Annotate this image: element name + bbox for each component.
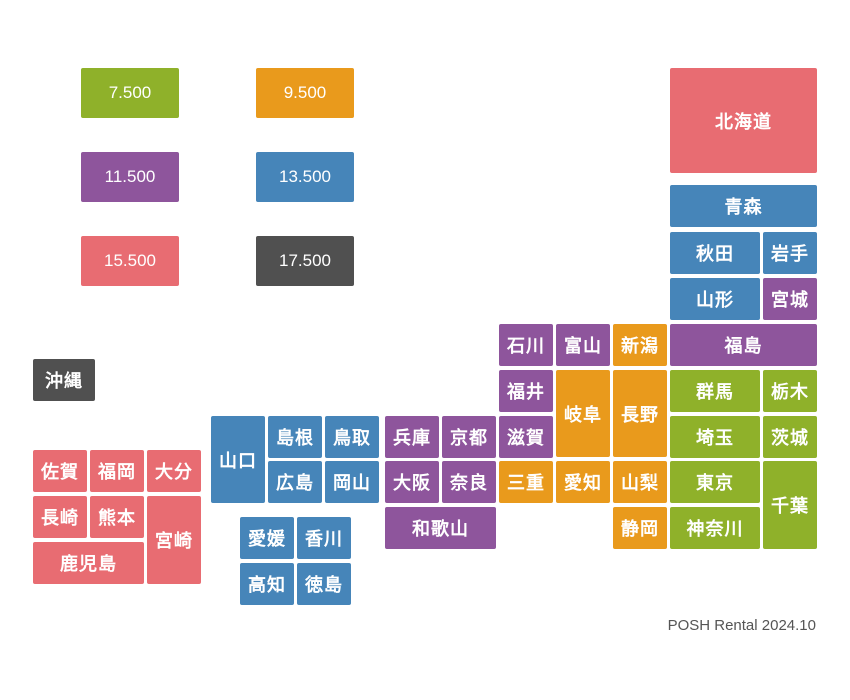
- prefecture-tile-hyogo: 兵庫: [385, 416, 439, 458]
- prefecture-tile-ishikawa: 石川: [499, 324, 553, 366]
- prefecture-tile-kagoshima: 鹿児島: [33, 542, 144, 584]
- prefecture-tile-fukui: 福井: [499, 370, 553, 412]
- prefecture-tile-yamagata: 山形: [670, 278, 760, 320]
- prefecture-tile-tokyo: 東京: [670, 461, 760, 503]
- prefecture-tile-yamaguchi: 山口: [211, 416, 265, 503]
- prefecture-tile-nagasaki: 長崎: [33, 496, 87, 538]
- prefecture-tile-miyagi: 宮城: [763, 278, 817, 320]
- prefecture-tile-tokushima: 徳島: [297, 563, 351, 605]
- prefecture-tile-hiroshima: 広島: [268, 461, 322, 503]
- prefecture-tile-tottori: 鳥取: [325, 416, 379, 458]
- prefecture-tile-saga: 佐賀: [33, 450, 87, 492]
- prefecture-tile-osaka: 大阪: [385, 461, 439, 503]
- prefecture-tile-fukuoka: 福岡: [90, 450, 144, 492]
- prefecture-tile-aomori: 青森: [670, 185, 817, 227]
- legend-swatch-price-9500: 9.500: [256, 68, 354, 118]
- prefecture-tile-okayama: 岡山: [325, 461, 379, 503]
- prefecture-tile-saitama: 埼玉: [670, 416, 760, 458]
- prefecture-tile-yamanashi: 山梨: [613, 461, 667, 503]
- prefecture-tile-nara: 奈良: [442, 461, 496, 503]
- prefecture-tile-niigata: 新潟: [613, 324, 667, 366]
- prefecture-tile-kyoto: 京都: [442, 416, 496, 458]
- prefecture-tile-shimane: 島根: [268, 416, 322, 458]
- legend-swatch-price-15500: 15.500: [81, 236, 179, 286]
- prefecture-tile-kumamoto: 熊本: [90, 496, 144, 538]
- prefecture-tile-tochigi: 栃木: [763, 370, 817, 412]
- prefecture-tile-fukushima: 福島: [670, 324, 817, 366]
- prefecture-tile-shiga: 滋賀: [499, 416, 553, 458]
- prefecture-tile-iwate: 岩手: [763, 232, 817, 274]
- prefecture-tile-gunma: 群馬: [670, 370, 760, 412]
- legend-swatch-price-13500: 13.500: [256, 152, 354, 202]
- legend-swatch-price-17500: 17.500: [256, 236, 354, 286]
- prefecture-tile-hokkaido: 北海道: [670, 68, 817, 173]
- prefecture-tile-wakayama: 和歌山: [385, 507, 496, 549]
- prefecture-tile-akita: 秋田: [670, 232, 760, 274]
- prefecture-tile-aichi: 愛知: [556, 461, 610, 503]
- prefecture-tile-oita: 大分: [147, 450, 201, 492]
- prefecture-tile-miyazaki: 宮崎: [147, 496, 201, 584]
- prefecture-tile-kochi: 高知: [240, 563, 294, 605]
- legend-swatch-price-7500: 7.500: [81, 68, 179, 118]
- prefecture-tile-shizuoka: 静岡: [613, 507, 667, 549]
- prefecture-tile-nagano: 長野: [613, 370, 667, 457]
- prefecture-tile-gifu: 岐阜: [556, 370, 610, 457]
- prefecture-tile-ibaraki: 茨城: [763, 416, 817, 458]
- prefecture-tile-kanagawa: 神奈川: [670, 507, 760, 549]
- prefecture-tile-toyama: 富山: [556, 324, 610, 366]
- legend-swatch-price-11500: 11.500: [81, 152, 179, 202]
- prefecture-tile-ehime: 愛媛: [240, 517, 294, 559]
- prefecture-tile-mie: 三重: [499, 461, 553, 503]
- prefecture-tile-kagawa: 香川: [297, 517, 351, 559]
- prefecture-tile-chiba: 千葉: [763, 461, 817, 549]
- prefecture-tile-okinawa: 沖縄: [33, 359, 95, 401]
- credit-text: POSH Rental 2024.10: [667, 617, 816, 634]
